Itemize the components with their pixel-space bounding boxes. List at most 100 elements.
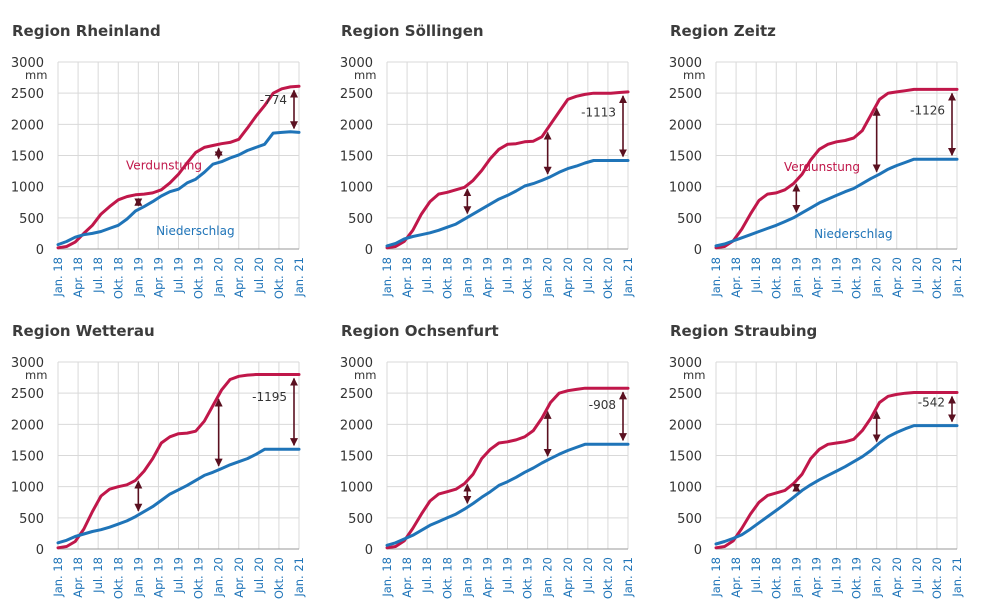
chart-panel-straubing: Region Straubing 0 500 1000 1500 2000 2500 3000… <box>658 300 987 600</box>
x-tick-label: Jan. 20 <box>870 257 884 298</box>
y-tick-label: 0 <box>36 543 44 558</box>
y-tick-label: 1500 <box>669 450 702 465</box>
x-tick-label: Okt. 20 <box>601 257 615 299</box>
y-tick-label: 1000 <box>669 181 702 196</box>
x-tick-label: Jan. 19 <box>789 257 803 298</box>
y-tick-label: 3000 <box>340 356 373 371</box>
x-tick-label: Jan. 18 <box>380 557 394 598</box>
x-tick-label: Apr. 18 <box>400 557 414 598</box>
x-tick-label: Okt. 18 <box>769 257 783 299</box>
niederschlag-line <box>56 447 301 545</box>
y-axis-unit: mm <box>683 68 705 82</box>
y-tick-label: 2000 <box>340 418 373 433</box>
x-tick-label: Jul. 20 <box>581 257 595 294</box>
x-tick-label: Jul. 19 <box>172 557 186 594</box>
x-tick-label: Apr. 20 <box>232 557 246 598</box>
x-tick-label: Okt. 18 <box>769 557 783 599</box>
x-tick-label: Jan. 19 <box>131 257 145 298</box>
x-tick-label: Okt. 19 <box>192 257 206 299</box>
difference-label: -1126 <box>910 103 945 117</box>
x-tick-label: Jul. 20 <box>910 257 924 294</box>
y-tick-label: 0 <box>365 543 373 558</box>
chart-title: Region Zeitz <box>670 22 776 40</box>
x-tick-label: Jul. 20 <box>252 257 266 294</box>
difference-label: -1195 <box>252 390 287 404</box>
chart-panel-wetterau: Region Wetterau 0 500 1000 1500 2000 2500 3000 m… <box>0 300 329 600</box>
y-tick-label: 2000 <box>340 118 373 133</box>
x-tick-label: Okt. 19 <box>850 257 864 299</box>
x-tick-label: Apr. 18 <box>71 557 85 598</box>
x-tick-label: Jul. 19 <box>501 557 515 594</box>
y-tick-label: 1000 <box>669 481 702 496</box>
y-axis-unit: mm <box>25 68 47 82</box>
x-tick-label: Okt. 18 <box>440 257 454 299</box>
y-tick-label: 3000 <box>11 356 44 371</box>
y-tick-label: 1000 <box>11 181 44 196</box>
niederschlag-line <box>714 424 959 546</box>
y-tick-label: 500 <box>19 212 44 227</box>
x-tick-label: Apr. 18 <box>71 257 85 298</box>
y-tick-label: 2500 <box>11 387 44 402</box>
x-tick-label: Jan. 21 <box>621 257 635 298</box>
x-tick-label: Okt. 19 <box>521 257 535 299</box>
chart-panel-ochsenfurt: Region Ochsenfurt 0 500 1000 1500 2000 2500 300… <box>329 300 658 600</box>
x-tick-label: Jul. 20 <box>252 557 266 594</box>
x-tick-label: Okt. 20 <box>930 257 944 299</box>
x-tick-label: Jan. 18 <box>51 257 65 298</box>
difference-label: -908 <box>589 398 616 412</box>
y-tick-label: 1500 <box>669 150 702 165</box>
y-tick-label: 3000 <box>669 356 702 371</box>
x-tick-label: Apr. 19 <box>809 557 823 598</box>
chart-svg: Region Rheinland 0 500 1000 1500 2000 2500 3000… <box>11 22 306 299</box>
x-tick-label: Jan. 19 <box>460 557 474 598</box>
niederschlag-line <box>385 159 630 248</box>
x-tick-label: Jan. 18 <box>709 557 723 598</box>
y-tick-label: 2500 <box>669 87 702 102</box>
x-tick-label: Jan. 21 <box>292 257 306 298</box>
chart-title: Region Söllingen <box>341 22 484 40</box>
niederschlag-line <box>385 442 630 547</box>
chart-svg: Region Ochsenfurt 0 500 1000 1500 2000 2500 300… <box>340 322 635 599</box>
x-tick-label: Okt. 18 <box>111 257 125 299</box>
y-tick-label: 2000 <box>669 118 702 133</box>
y-axis-unit: mm <box>354 68 376 82</box>
x-tick-label: Jan. 19 <box>131 557 145 598</box>
y-tick-label: 2500 <box>340 87 373 102</box>
chart-title: Region Rheinland <box>12 22 161 40</box>
y-tick-label: 2000 <box>669 418 702 433</box>
x-tick-label: Okt. 20 <box>272 557 286 599</box>
y-tick-label: 0 <box>365 243 373 258</box>
niederschlag-line <box>714 157 959 248</box>
niederschlag-line <box>56 130 301 247</box>
x-tick-label: Apr. 18 <box>400 257 414 298</box>
x-tick-label: Apr. 19 <box>480 257 494 298</box>
y-tick-label: 0 <box>694 243 702 258</box>
y-tick-label: 1000 <box>340 181 373 196</box>
x-tick-label: Apr. 20 <box>890 257 904 298</box>
y-tick-label: 1500 <box>11 150 44 165</box>
y-tick-label: 2500 <box>669 387 702 402</box>
x-tick-label: Apr. 20 <box>561 257 575 298</box>
y-tick-label: 3000 <box>340 56 373 71</box>
verdunstung-line <box>714 391 959 550</box>
y-tick-label: 500 <box>677 512 702 527</box>
y-axis-unit: mm <box>683 368 705 382</box>
y-tick-label: 1000 <box>11 481 44 496</box>
niederschlag-label: Niederschlag <box>156 224 234 238</box>
x-tick-label: Jan. 21 <box>621 557 635 598</box>
x-tick-label: Apr. 20 <box>232 257 246 298</box>
verdunstung-line <box>385 90 630 250</box>
x-tick-label: Jan. 19 <box>789 557 803 598</box>
y-tick-label: 500 <box>19 512 44 527</box>
x-tick-label: Jan. 20 <box>212 557 226 598</box>
x-tick-label: Apr. 18 <box>729 257 743 298</box>
chart-title: Region Ochsenfurt <box>341 322 499 340</box>
chart-svg: Region Wetterau 0 500 1000 1500 2000 2500 3000m… <box>11 322 306 599</box>
y-tick-label: 500 <box>348 212 373 227</box>
y-tick-label: 3000 <box>669 56 702 71</box>
y-tick-label: 0 <box>36 243 44 258</box>
verdunstung-label: Verdunstung <box>126 159 202 173</box>
x-tick-label: Jul. 19 <box>501 257 515 294</box>
y-tick-label: 2000 <box>11 118 44 133</box>
x-tick-label: Jul. 19 <box>830 257 844 294</box>
